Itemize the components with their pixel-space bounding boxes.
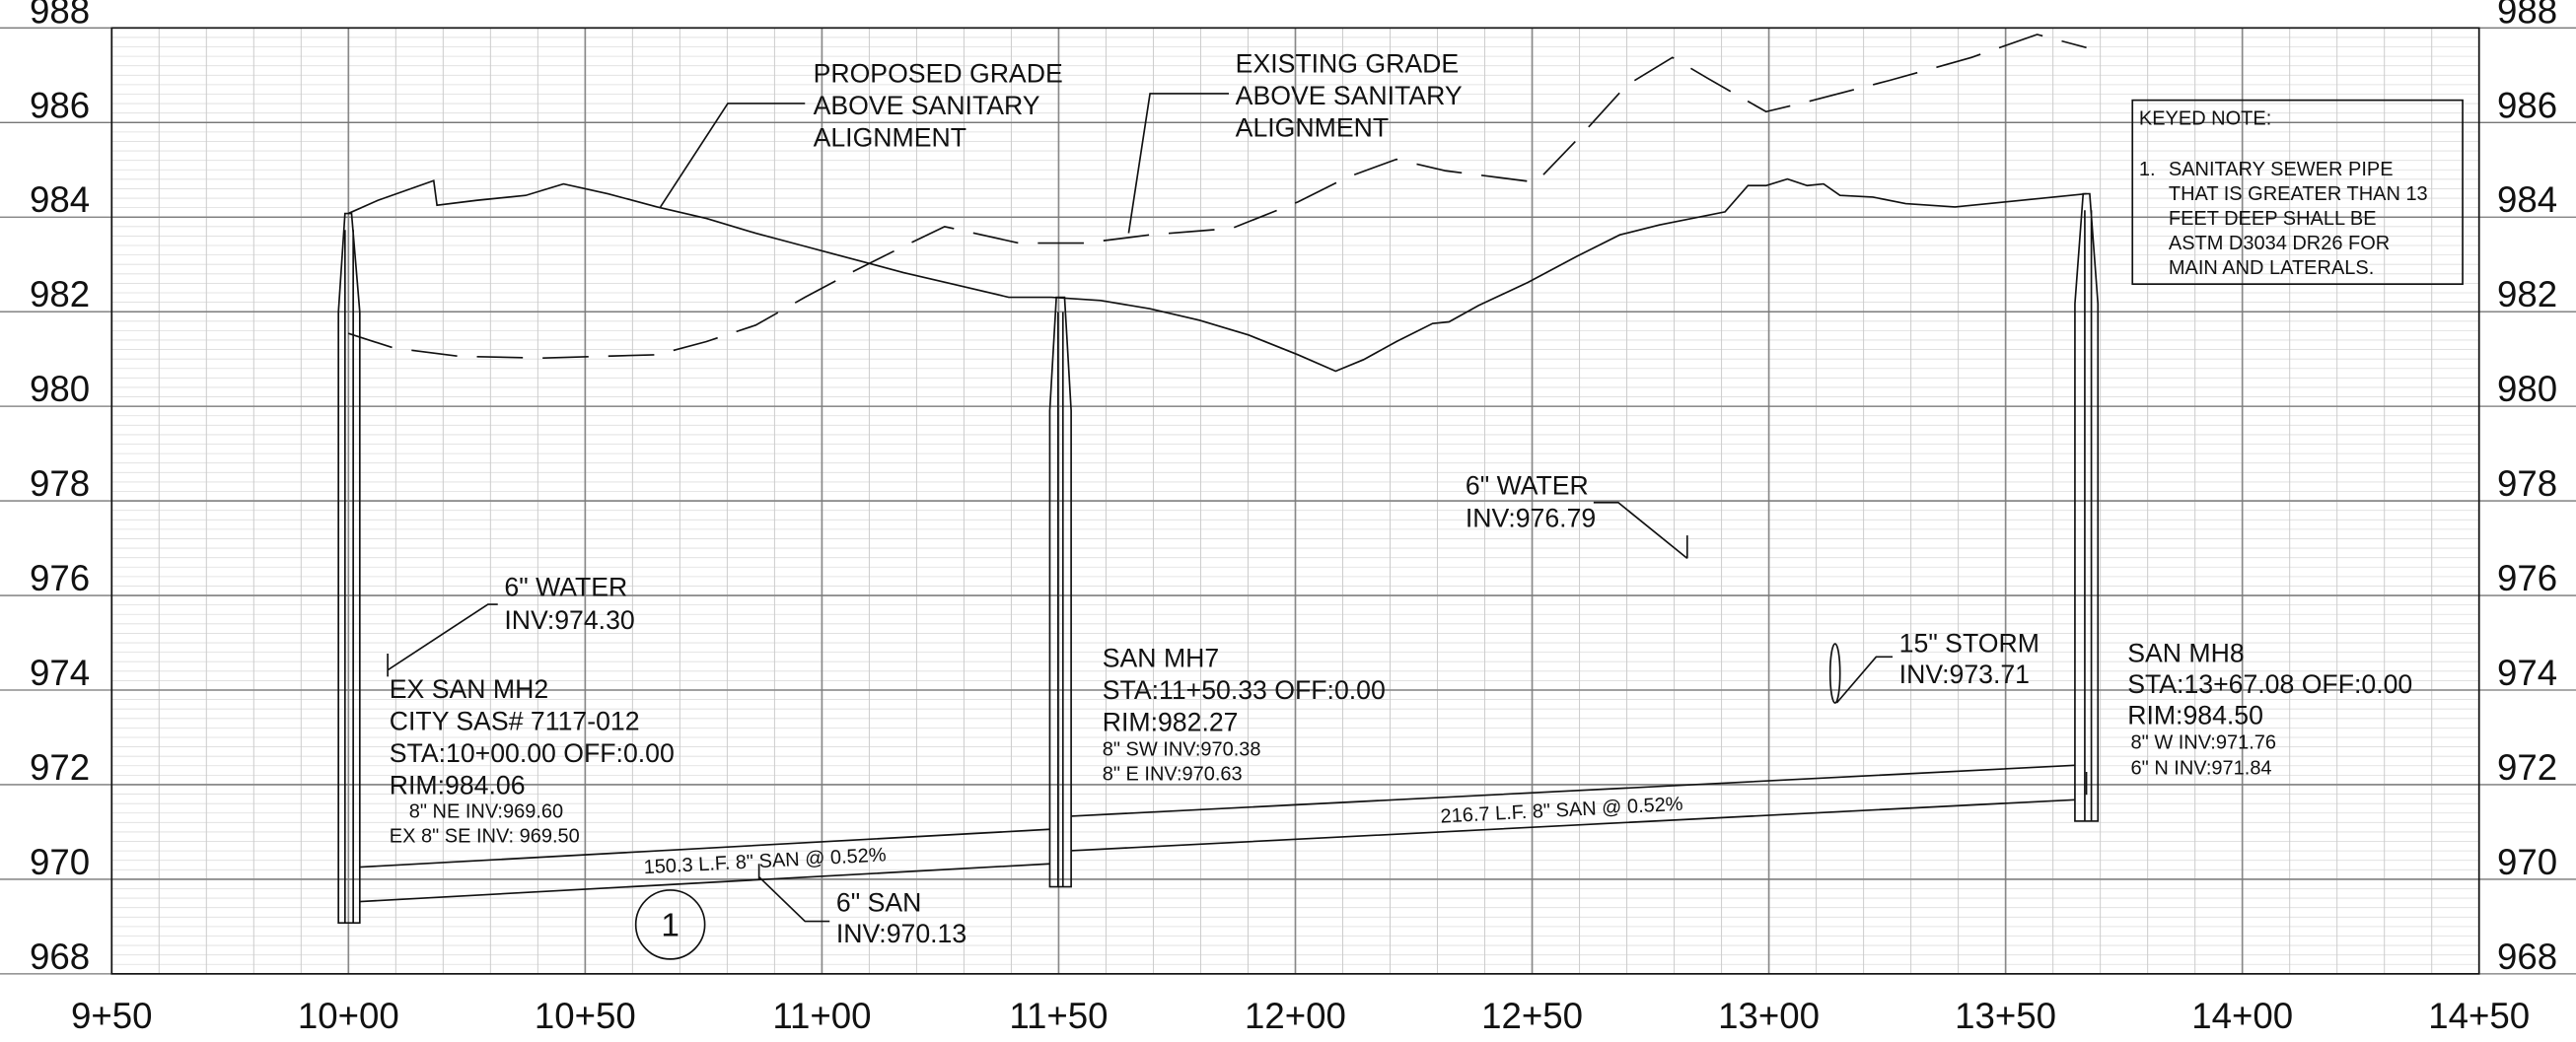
utility-mark xyxy=(387,535,2088,880)
annotation: RIM:984.50 xyxy=(2127,701,2263,730)
keyed-note-box xyxy=(2131,99,2464,286)
annotation: 6" WATER xyxy=(504,573,627,602)
keyed-note-line: SANITARY SEWER PIPE xyxy=(2169,159,2394,180)
keyed-note-line: FEET DEEP SHALL BE xyxy=(2169,208,2377,230)
elevation-label: 974 xyxy=(2497,653,2557,693)
station-label: 11+00 xyxy=(772,996,871,1036)
annotation: RIM:984.06 xyxy=(390,770,526,799)
annotation: 8" SW INV:970.38 xyxy=(1103,738,1261,760)
annotation: INV:976.79 xyxy=(1466,504,1596,533)
annotation: STA:10+00.00 OFF:0.00 xyxy=(390,738,675,768)
elevation-label: 984 xyxy=(30,179,90,220)
station-label: 10+50 xyxy=(535,996,636,1036)
annotation: PROPOSED GRADE xyxy=(814,58,1063,88)
elevation-label: 968 xyxy=(30,937,90,977)
annotation: INV:970.13 xyxy=(836,919,966,948)
station-label: 10+00 xyxy=(298,996,399,1036)
elevation-label: 976 xyxy=(30,558,90,598)
proposed-grade xyxy=(347,177,2087,373)
annotation: RIM:982.27 xyxy=(1103,707,1239,736)
annotation: 8" E INV:970.63 xyxy=(1103,763,1243,785)
leader xyxy=(387,93,1894,923)
elevation-label: 988 xyxy=(2497,0,2557,31)
elevation-label: 984 xyxy=(2497,179,2557,220)
station-label: 13+00 xyxy=(1718,996,1820,1036)
frame xyxy=(110,27,2480,975)
annotation: SAN MH7 xyxy=(1103,643,1219,672)
elevation-label: 986 xyxy=(2497,85,2557,125)
annotation: INV:973.71 xyxy=(1899,660,2030,689)
station-label: 12+50 xyxy=(1481,996,1583,1036)
elevation-label: 980 xyxy=(30,369,90,409)
elevation-label: 970 xyxy=(30,842,90,882)
keyed-note-lines: SANITARY SEWER PIPE THAT IS GREATER THAN … xyxy=(2169,159,2428,279)
manhole xyxy=(2074,192,2100,822)
elevation-label: 980 xyxy=(2497,369,2557,409)
elevation-label: 972 xyxy=(30,747,90,788)
keyed-note-number: 1. xyxy=(2139,159,2156,180)
annotation: 6" SAN xyxy=(836,888,921,918)
keyed-marker xyxy=(634,889,706,960)
elevation-label: 986 xyxy=(30,85,90,125)
keyed-note-line: ASTM D3034 DR26 FOR xyxy=(2169,233,2390,254)
annotation: STA:11+50.33 OFF:0.00 xyxy=(1103,675,1386,705)
storm-pipe xyxy=(1828,643,1841,704)
annotation: 8" W INV:971.76 xyxy=(2131,732,2276,754)
manhole xyxy=(1048,296,1072,888)
elevation-label: 988 xyxy=(30,0,90,31)
keyed-note-line: MAIN AND LATERALS. xyxy=(2169,257,2374,279)
keyed-marker-number: 1 xyxy=(661,908,680,944)
pipe xyxy=(359,764,2075,903)
annotation: 15" STORM xyxy=(1899,628,2039,658)
station-label: 12+00 xyxy=(1245,996,1346,1036)
annotation: 6" WATER xyxy=(1466,470,1589,500)
elevation-label: 982 xyxy=(30,274,90,314)
elevation-label: 978 xyxy=(30,463,90,504)
keyed-note-title: KEYED NOTE: xyxy=(2139,108,2271,130)
manhole xyxy=(337,212,361,925)
annotation: STA:13+67.08 OFF:0.00 xyxy=(2127,669,2412,699)
annotation: SAN MH8 xyxy=(2127,638,2244,667)
annotation: ABOVE SANITARY xyxy=(1236,81,1463,110)
annotation: ALIGNMENT xyxy=(1236,112,1389,142)
annotation: 6" N INV:971.84 xyxy=(2131,757,2272,779)
station-label: 14+00 xyxy=(2191,996,2293,1036)
annotation: 8" NE INV:969.60 xyxy=(409,801,563,823)
keyed-note-line: THAT IS GREATER THAN 13 xyxy=(2169,183,2428,205)
station-label: 11+50 xyxy=(1009,996,1108,1036)
station-label: 13+50 xyxy=(1955,996,2056,1036)
elevation-label: 974 xyxy=(30,653,90,693)
annotation: INV:974.30 xyxy=(504,605,634,635)
annotation: ABOVE SANITARY xyxy=(814,91,1040,120)
elevation-label: 978 xyxy=(2497,463,2557,504)
annotation: EXISTING GRADE xyxy=(1236,48,1459,78)
annotation: EX 8" SE INV: 969.50 xyxy=(390,826,580,848)
elevation-label: 968 xyxy=(2497,937,2557,977)
elevation-label: 970 xyxy=(2497,842,2557,882)
annotation: EX SAN MH2 xyxy=(390,674,548,704)
station-label: 14+50 xyxy=(2428,996,2530,1036)
annotation: CITY SAS# 7117-012 xyxy=(390,706,640,735)
elevation-label: 976 xyxy=(2497,558,2557,598)
existing-grade xyxy=(347,34,2087,359)
elevation-label: 972 xyxy=(2497,747,2557,788)
elevation-label: 982 xyxy=(2497,274,2557,314)
annotation: ALIGNMENT xyxy=(814,122,966,152)
station-label: 9+50 xyxy=(71,996,152,1036)
